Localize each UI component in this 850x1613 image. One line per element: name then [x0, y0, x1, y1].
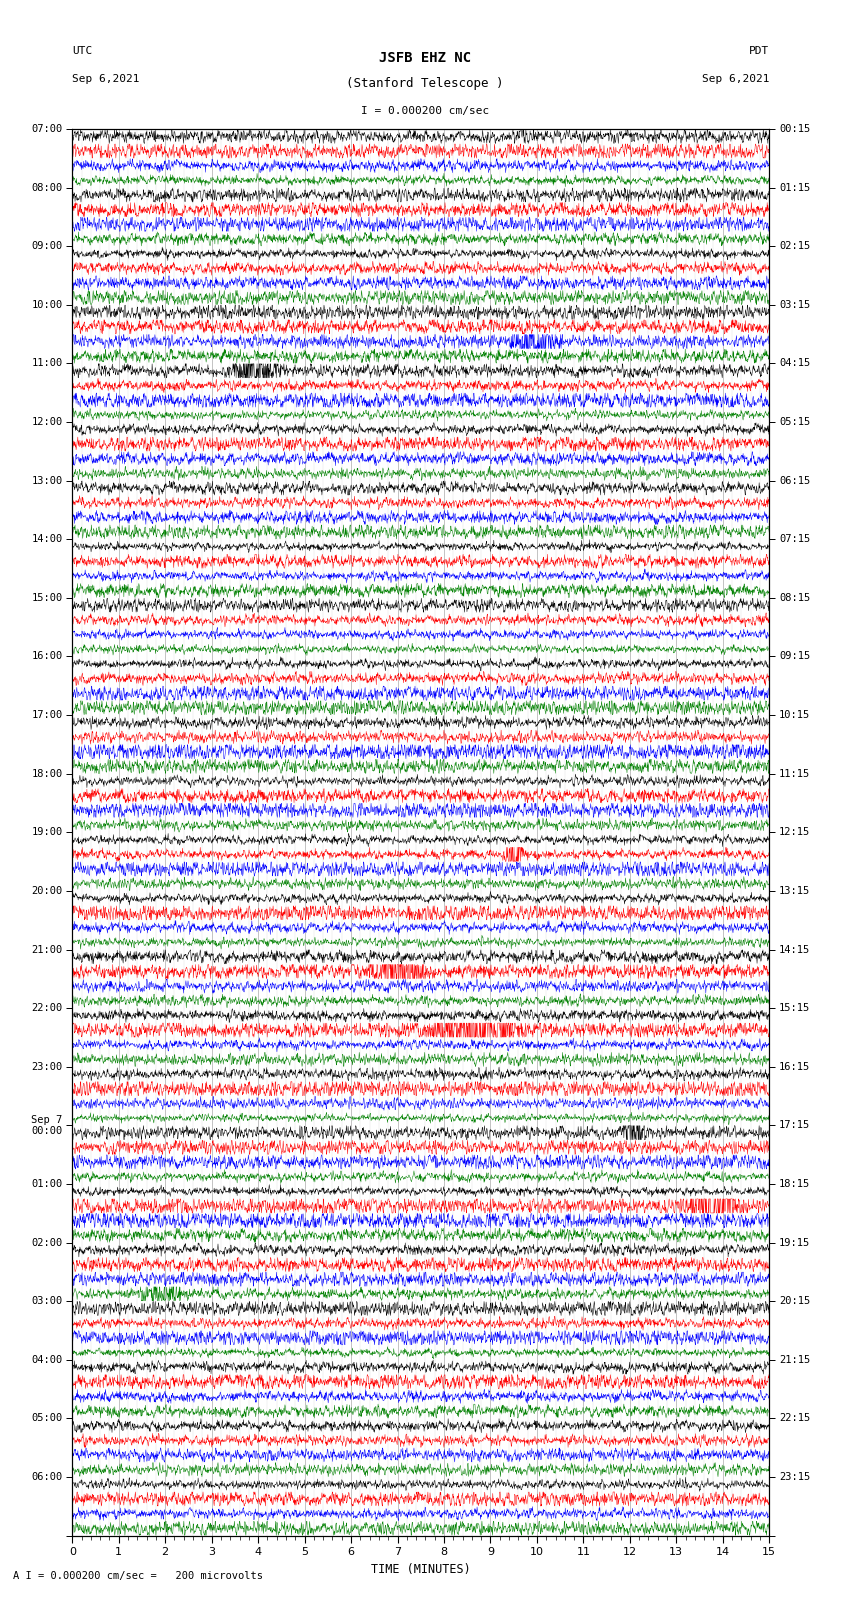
Text: JSFB EHZ NC: JSFB EHZ NC: [379, 50, 471, 65]
Text: Sep 6,2021: Sep 6,2021: [702, 74, 769, 84]
X-axis label: TIME (MINUTES): TIME (MINUTES): [371, 1563, 471, 1576]
Text: PDT: PDT: [749, 47, 769, 56]
Text: (Stanford Telescope ): (Stanford Telescope ): [346, 77, 504, 90]
Text: Sep 6,2021: Sep 6,2021: [72, 74, 139, 84]
Text: I = 0.000200 cm/sec: I = 0.000200 cm/sec: [361, 106, 489, 116]
Text: UTC: UTC: [72, 47, 93, 56]
Text: A I = 0.000200 cm/sec =   200 microvolts: A I = 0.000200 cm/sec = 200 microvolts: [13, 1571, 263, 1581]
